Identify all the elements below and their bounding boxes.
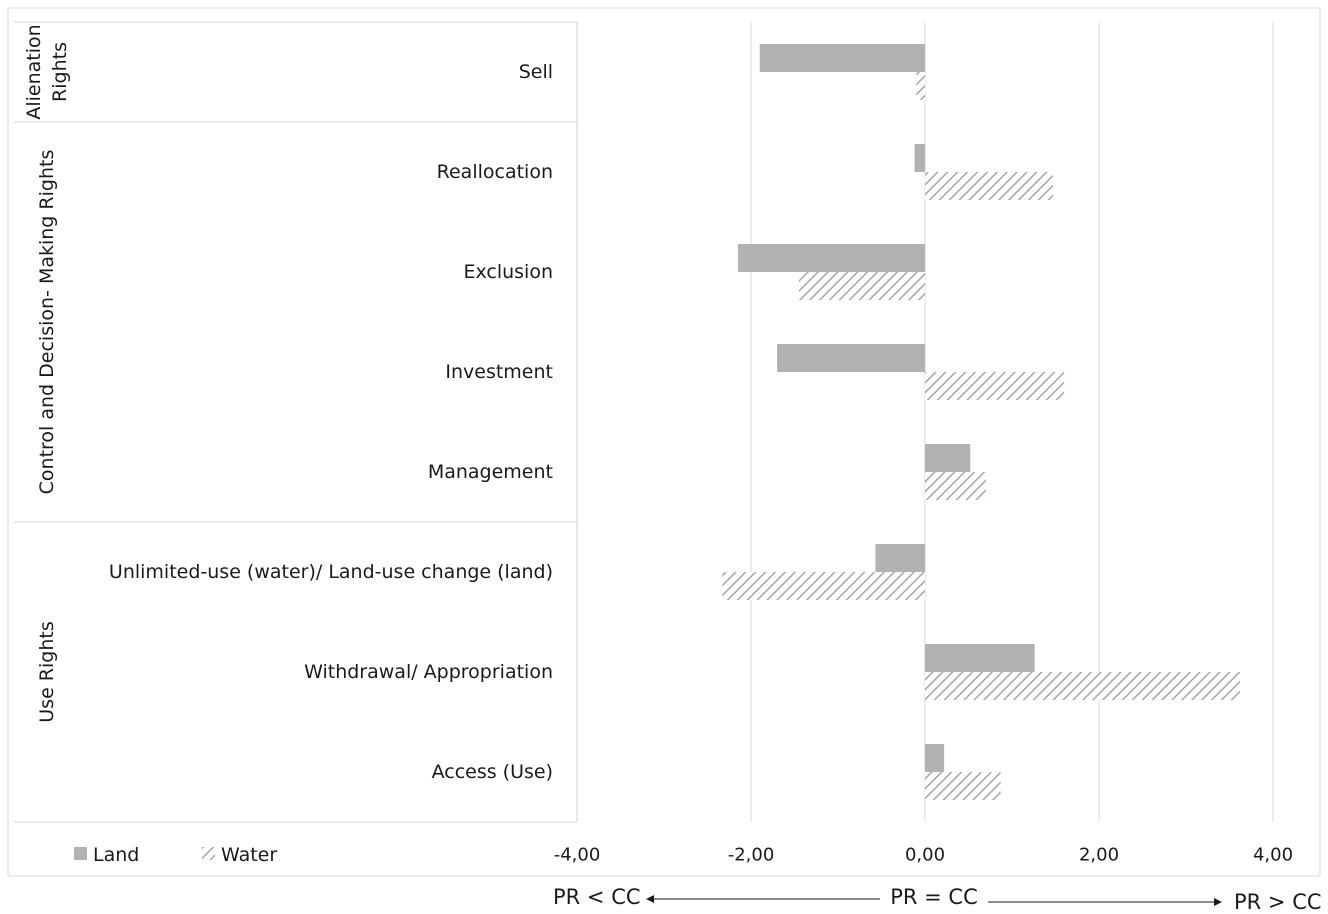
land-bar: [737, 244, 925, 272]
axis-annotation: PR < CC PR = CC PR > CC: [553, 885, 1322, 914]
water-bar: [722, 572, 925, 600]
annotation-right: PR > CC: [1234, 890, 1322, 914]
category-label: Withdrawal/ Appropriation: [304, 661, 553, 683]
group-label: Use Rights: [36, 621, 58, 722]
category-table: Alienation Rights Control and Decision- Ma…: [14, 21, 578, 823]
land-bar: [875, 544, 925, 572]
x-tick-label: 2,00: [1079, 845, 1119, 866]
water-legend-swatch: [202, 847, 215, 860]
legend-label: Land: [93, 844, 139, 866]
x-axis-ticks: -4,00 -2,00 0,00 2,00 4,00: [554, 845, 1293, 866]
water-bar: [925, 172, 1053, 200]
land-bar: [914, 144, 925, 172]
land-bar: [925, 644, 1035, 672]
x-tick-label: 0,00: [905, 845, 945, 866]
category-label: Exclusion: [463, 261, 553, 283]
x-tick-label: -2,00: [728, 845, 775, 866]
land-bar: [759, 44, 925, 72]
land-bar: [777, 344, 925, 372]
legend: Land Water: [74, 844, 277, 866]
group-label: Control and Decision- Making Rights: [36, 150, 58, 495]
category-label: Management: [428, 461, 553, 483]
category-label: Investment: [445, 361, 553, 383]
bars: [722, 44, 1240, 800]
category-label: Sell: [519, 61, 553, 83]
water-bar: [798, 272, 925, 300]
category-label: Reallocation: [437, 161, 553, 183]
water-bar: [916, 72, 925, 100]
water-bar: [925, 772, 1001, 800]
x-tick-label: 4,00: [1253, 845, 1293, 866]
land-bar: [925, 444, 971, 472]
land-legend-swatch: [74, 847, 87, 860]
water-bar: [925, 472, 986, 500]
water-bar: [925, 672, 1240, 700]
legend-label: Water: [221, 844, 277, 866]
group-label: Rights: [49, 42, 71, 102]
land-bar: [925, 744, 945, 772]
category-label: Access (Use): [432, 761, 553, 783]
chart-frame: [7, 7, 1321, 877]
annotation-center: PR = CC: [890, 885, 978, 909]
gridlines: [750, 22, 1274, 822]
left-arrowhead-icon: [646, 895, 654, 903]
x-tick-label: -4,00: [554, 845, 601, 866]
water-bar: [925, 372, 1065, 400]
category-label: Unlimited-use (water)/ Land-use change (…: [109, 561, 553, 583]
group-label: Alienation: [23, 24, 45, 119]
annotation-left: PR < CC: [553, 885, 641, 909]
right-arrowhead-icon: [1214, 898, 1222, 906]
